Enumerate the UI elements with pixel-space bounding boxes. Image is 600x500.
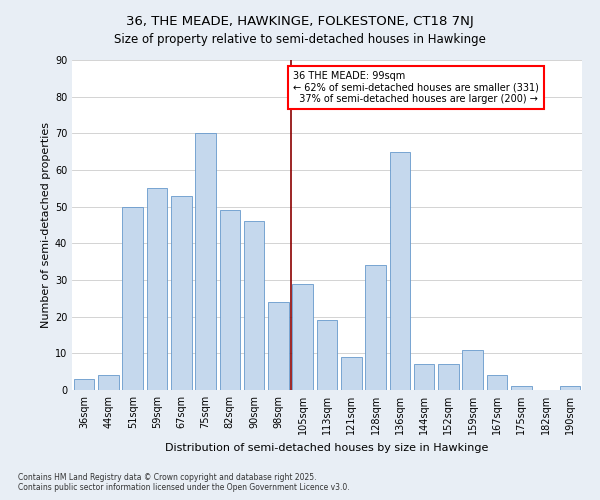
X-axis label: Distribution of semi-detached houses by size in Hawkinge: Distribution of semi-detached houses by …: [166, 442, 488, 452]
Bar: [244, 222, 265, 390]
Bar: [511, 386, 532, 390]
Bar: [463, 350, 483, 390]
Bar: [389, 152, 410, 390]
Bar: [122, 206, 143, 390]
Bar: [98, 376, 119, 390]
Bar: [171, 196, 191, 390]
Bar: [560, 386, 580, 390]
Y-axis label: Number of semi-detached properties: Number of semi-detached properties: [41, 122, 50, 328]
Text: Size of property relative to semi-detached houses in Hawkinge: Size of property relative to semi-detach…: [114, 32, 486, 46]
Bar: [146, 188, 167, 390]
Bar: [195, 134, 216, 390]
Bar: [268, 302, 289, 390]
Bar: [74, 379, 94, 390]
Text: 36 THE MEADE: 99sqm
← 62% of semi-detached houses are smaller (331)
  37% of sem: 36 THE MEADE: 99sqm ← 62% of semi-detach…: [293, 71, 539, 104]
Bar: [487, 376, 508, 390]
Text: Contains HM Land Registry data © Crown copyright and database right 2025.
Contai: Contains HM Land Registry data © Crown c…: [18, 473, 350, 492]
Bar: [220, 210, 240, 390]
Bar: [317, 320, 337, 390]
Text: 36, THE MEADE, HAWKINGE, FOLKESTONE, CT18 7NJ: 36, THE MEADE, HAWKINGE, FOLKESTONE, CT1…: [126, 15, 474, 28]
Bar: [292, 284, 313, 390]
Bar: [365, 266, 386, 390]
Bar: [341, 357, 362, 390]
Bar: [414, 364, 434, 390]
Bar: [438, 364, 459, 390]
